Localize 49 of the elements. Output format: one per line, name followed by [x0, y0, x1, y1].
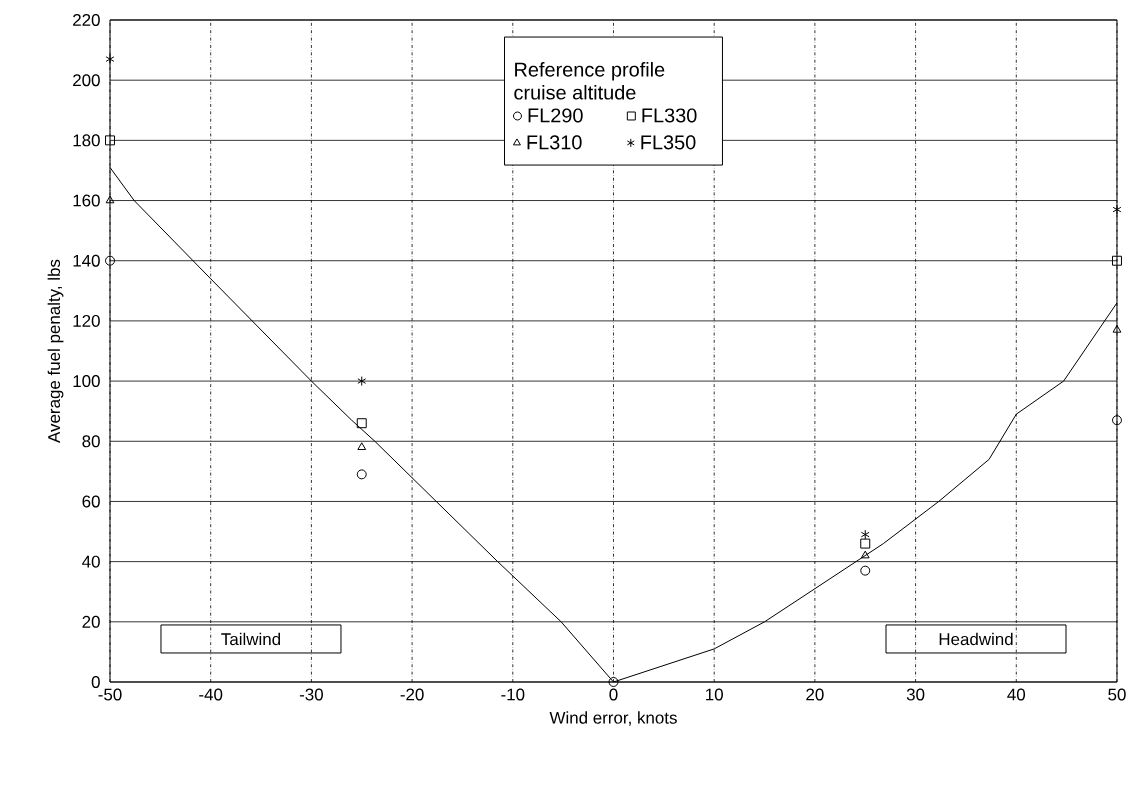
x-tick-label: 40	[1007, 688, 1026, 701]
y-tick-label: 160	[73, 194, 100, 207]
y-tick-label: 80	[82, 435, 100, 448]
legend-label: FL350	[641, 135, 696, 150]
x-tick-label: 20	[806, 688, 824, 701]
point	[1112, 255, 1122, 266]
y-tick-label: 40	[82, 555, 100, 568]
point	[1112, 324, 1122, 333]
y-tick-label: 180	[73, 134, 100, 147]
point	[1112, 204, 1122, 215]
y-tick-label: 100	[73, 375, 100, 388]
point	[860, 538, 871, 549]
y-axis-title: Average fuel penalty, lbs	[47, 259, 64, 443]
point	[105, 195, 115, 204]
legend-label: FL310	[527, 135, 582, 150]
y-tick-label: 220	[73, 13, 100, 26]
legend-title: Reference profile cruise altitude	[514, 62, 665, 100]
y-tick-label: 140	[73, 254, 100, 267]
point	[1112, 415, 1122, 426]
x-tick-label: 0	[609, 688, 618, 701]
x-tick-label: -50	[98, 688, 122, 701]
point	[105, 255, 115, 266]
annotation: Tailwind	[221, 632, 281, 646]
x-tick-label: 30	[906, 688, 925, 701]
y-tick-label: 200	[73, 74, 100, 87]
x-tick-label: -20	[400, 688, 424, 701]
point	[105, 54, 115, 65]
y-tick-label: 0	[91, 676, 100, 688]
x-tick-label: -10	[501, 688, 525, 701]
y-tick-label: 60	[82, 495, 100, 508]
x-axis-title: Wind error, knots	[549, 711, 677, 726]
point	[356, 418, 367, 429]
point	[356, 469, 367, 480]
y-tick-label: 120	[73, 314, 100, 327]
x-tick-label: 10	[706, 688, 723, 701]
point	[860, 529, 870, 540]
point	[105, 135, 115, 146]
point	[860, 550, 870, 559]
point	[357, 442, 367, 451]
point	[860, 565, 871, 576]
point	[608, 677, 619, 687]
legend-label: FL330	[642, 108, 697, 123]
x-tick-label: -40	[199, 688, 223, 701]
point	[357, 376, 367, 387]
x-tick-label: 50	[1108, 688, 1126, 701]
x-tick-label: -30	[299, 688, 323, 701]
legend-label: FL290	[528, 108, 583, 123]
y-tick-label: 20	[82, 615, 100, 628]
annotation: Headwind	[939, 632, 1013, 646]
